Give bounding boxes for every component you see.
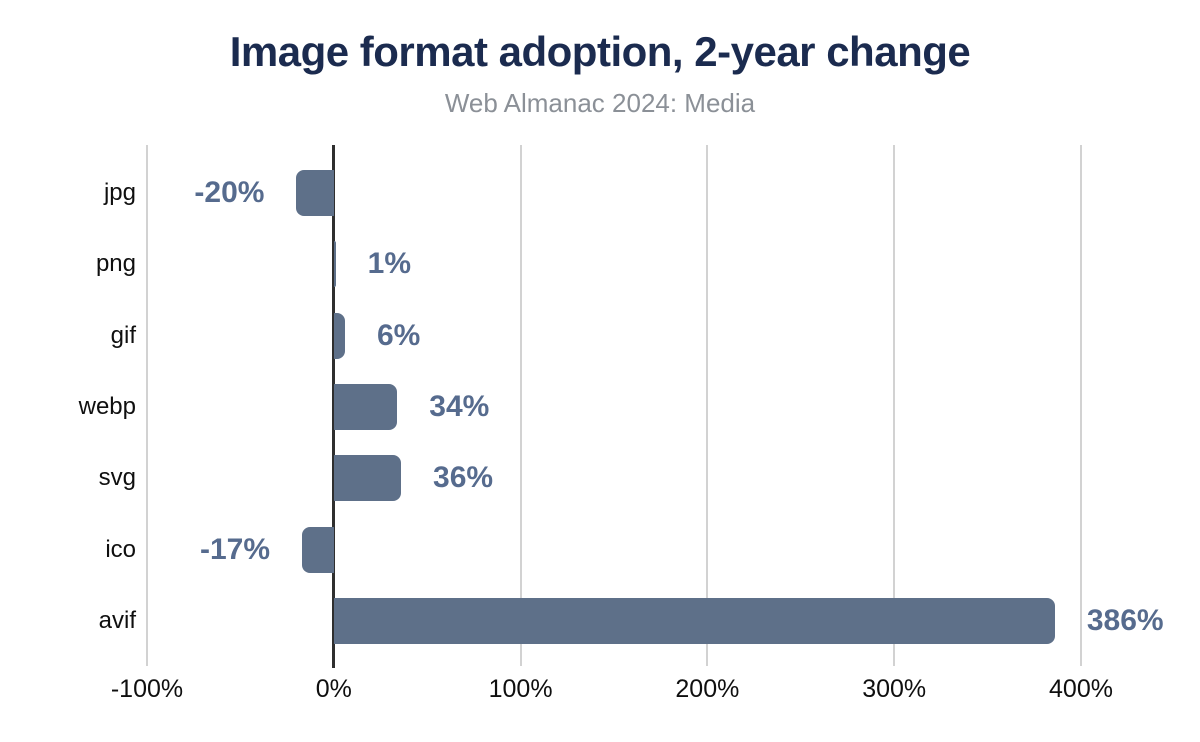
gridline [146,145,148,666]
value-label: 1% [367,247,412,281]
category-label: jpg [103,179,136,206]
x-tick-label: -100% [110,675,184,703]
category-label: png [95,250,136,278]
x-tick-label: 200% [675,675,740,703]
category-label: svg [98,464,136,492]
chart-title: Image format adoption, 2-year change [229,28,971,75]
category-label: avif [98,606,136,634]
bar-webp [333,383,398,430]
x-tick-label: 300% [862,675,927,703]
x-tick-label: 100% [488,675,553,703]
value-label: -20% [194,176,265,209]
gridline [519,145,522,666]
value-label: 386% [1086,603,1164,637]
category-label: gif [110,321,136,349]
bar-ico [302,526,334,573]
bar-png [333,241,336,288]
value-label: 36% [433,461,494,495]
bar-svg [333,455,402,502]
value-label: 34% [429,389,490,423]
category-label: webp [78,392,136,420]
bar-jpg [296,170,334,216]
x-tick-label: 400% [1049,675,1113,703]
value-label: 6% [377,318,421,352]
gridline [1080,145,1082,666]
chart-subtitle: Web Almanac 2024: Media [444,88,756,118]
gridline [893,145,896,666]
x-tick-label: 0% [315,675,352,703]
category-label: ico [105,535,136,563]
gridline [706,145,709,666]
bar-gif [333,312,345,359]
bar-avif [333,597,1055,644]
value-label: -17% [200,532,271,566]
